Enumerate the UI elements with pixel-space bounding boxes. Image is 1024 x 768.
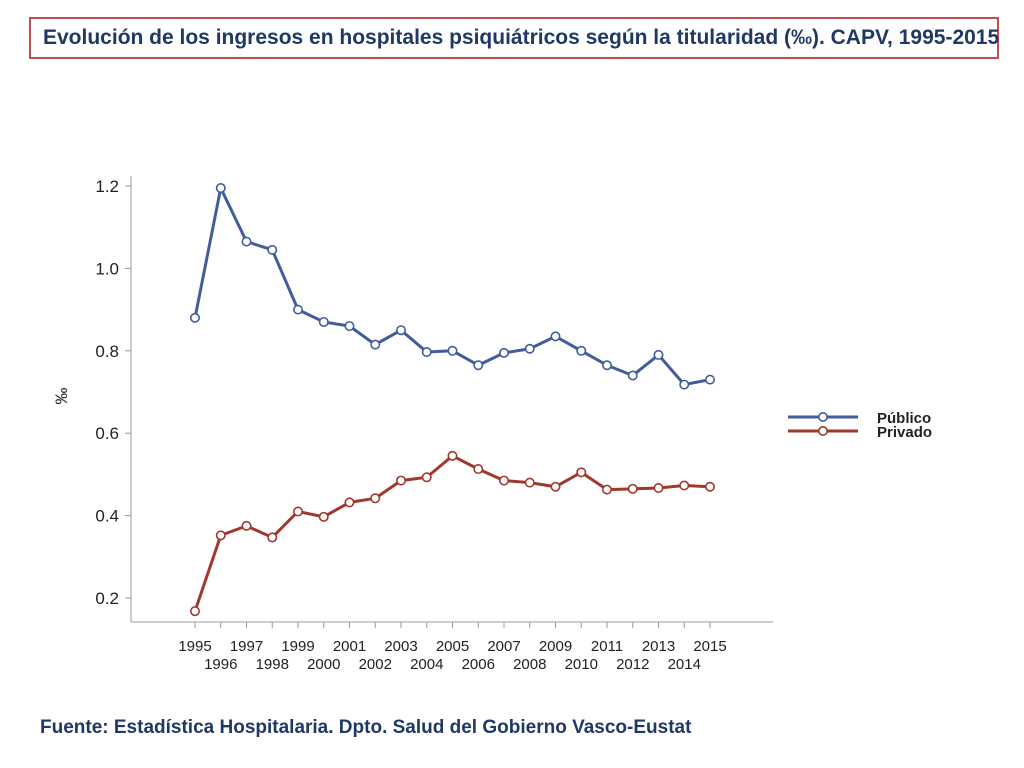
x-tick-label: 1997 <box>230 638 263 655</box>
x-tick-label: 2009 <box>539 638 572 655</box>
y-tick-label: 0.8 <box>95 342 119 361</box>
data-point-publico <box>524 343 535 354</box>
data-point-privado <box>267 532 278 543</box>
data-point-privado <box>215 530 226 541</box>
x-tick-label: 2001 <box>333 638 366 655</box>
data-point-publico <box>601 360 612 371</box>
data-point-privado <box>704 481 715 492</box>
x-tick-label: 2004 <box>410 656 443 673</box>
data-point-publico <box>653 349 664 360</box>
data-point-publico <box>395 325 406 336</box>
legend-marker-publico <box>817 411 828 422</box>
legend-label-publico: Público <box>877 410 931 427</box>
data-point-privado <box>627 483 638 494</box>
x-tick-label: 2012 <box>616 656 649 673</box>
data-point-publico <box>550 331 561 342</box>
y-tick-label: 1.2 <box>95 177 119 196</box>
data-point-publico <box>498 347 509 358</box>
legend-marker-privado <box>817 425 828 436</box>
data-point-privado <box>679 480 690 491</box>
x-tick-label: 1995 <box>178 638 211 655</box>
data-point-privado <box>473 464 484 475</box>
y-axis-label: ‰ <box>52 388 71 405</box>
data-point-privado <box>318 511 329 522</box>
data-point-privado <box>421 472 432 483</box>
data-point-publico <box>473 360 484 371</box>
x-tick-label: 1996 <box>204 656 237 673</box>
data-point-privado <box>653 482 664 493</box>
x-tick-label: 2013 <box>642 638 675 655</box>
data-point-publico <box>370 339 381 350</box>
data-point-publico <box>318 316 329 327</box>
x-tick-label: 1999 <box>281 638 314 655</box>
x-tick-label: 2008 <box>513 656 546 673</box>
x-tick-label: 2011 <box>591 638 623 655</box>
x-tick-label: 1998 <box>256 656 289 673</box>
chart-title: Evolución de los ingresos en hospitales … <box>43 26 1000 49</box>
y-tick-label: 0.2 <box>95 589 119 608</box>
legend-label-privado: Privado <box>877 424 932 441</box>
data-point-publico <box>241 236 252 247</box>
x-tick-label: 2000 <box>307 656 340 673</box>
x-tick-label: 2007 <box>487 638 520 655</box>
data-point-publico <box>576 345 587 356</box>
data-point-privado <box>241 520 252 531</box>
chart-title-box: Evolución de los ingresos en hospitales … <box>29 17 999 59</box>
x-tick-label: 2010 <box>565 656 598 673</box>
data-point-publico <box>215 183 226 194</box>
data-point-publico <box>344 321 355 332</box>
data-point-publico <box>190 312 201 323</box>
y-tick-label: 0.6 <box>95 424 119 443</box>
data-point-publico <box>447 345 458 356</box>
data-point-privado <box>190 606 201 617</box>
x-tick-label: 2003 <box>384 638 417 655</box>
x-tick-label: 2006 <box>462 656 495 673</box>
x-tick-label: 2015 <box>693 638 726 655</box>
x-tick-label: 2005 <box>436 638 469 655</box>
data-point-publico <box>421 347 432 358</box>
data-point-publico <box>627 370 638 381</box>
x-tick-label: 2002 <box>359 656 392 673</box>
data-point-privado <box>576 467 587 478</box>
y-tick-label: 1.0 <box>95 259 119 278</box>
source-note: Fuente: Estadística Hospitalaria. Dpto. … <box>40 717 692 738</box>
data-point-privado <box>498 475 509 486</box>
data-point-publico <box>267 244 278 255</box>
x-tick-label: 2014 <box>668 656 701 673</box>
y-tick-label: 0.4 <box>95 507 119 526</box>
data-point-privado <box>370 493 381 504</box>
data-point-privado <box>292 506 303 517</box>
data-point-privado <box>395 475 406 486</box>
data-point-publico <box>292 304 303 315</box>
data-point-privado <box>344 497 355 508</box>
data-point-privado <box>524 477 535 488</box>
data-point-publico <box>704 374 715 385</box>
data-point-privado <box>601 484 612 495</box>
data-point-privado <box>447 450 458 461</box>
data-point-publico <box>679 379 690 390</box>
data-point-privado <box>550 481 561 492</box>
